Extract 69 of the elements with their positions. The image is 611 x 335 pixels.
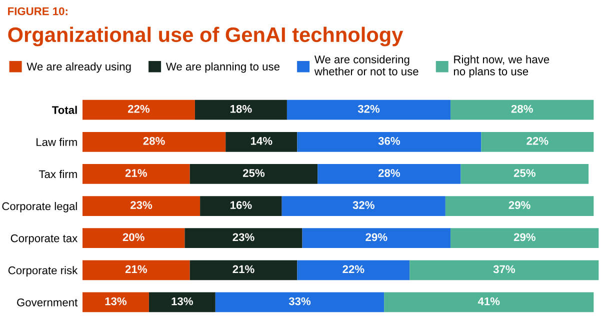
bar <box>82 100 195 120</box>
data-label: 36% <box>378 137 400 145</box>
legend-label: We are considering whether or not to use <box>314 55 418 76</box>
bar <box>450 100 594 120</box>
data-label: 25% <box>514 169 536 177</box>
bar <box>460 164 589 184</box>
data-label: 23% <box>232 233 254 242</box>
y-tick-label: Law firm <box>36 138 77 146</box>
data-label: 22% <box>342 265 364 274</box>
legend-label: We are planning to use <box>166 62 280 73</box>
y-tick-label: Corporate legal <box>2 202 77 212</box>
bar <box>282 196 446 216</box>
data-label: 41% <box>478 297 500 306</box>
bar <box>410 260 599 280</box>
data-label: 13% <box>172 297 193 306</box>
bar <box>148 292 216 312</box>
y-tick-label: Corporate risk <box>8 266 78 276</box>
bar <box>215 292 384 312</box>
data-label: 28% <box>143 137 165 145</box>
y-tick-label: Corporate tax <box>10 234 78 244</box>
chart-title: Organizational use of GenAI technology <box>8 26 404 46</box>
data-label: 21% <box>125 169 147 177</box>
bar <box>445 196 594 216</box>
caption: FIGURE 10: <box>8 7 68 16</box>
bar <box>190 164 318 184</box>
legend-label: Right now, we have no plans to use <box>454 55 550 78</box>
bar <box>82 132 226 152</box>
data-label: 29% <box>514 233 536 242</box>
bar <box>82 260 190 280</box>
data-label: 28% <box>511 104 533 113</box>
data-label: 16% <box>230 201 252 210</box>
bar <box>200 196 282 216</box>
data-label: 22% <box>128 104 150 113</box>
data-label: 29% <box>508 201 530 210</box>
bar <box>297 260 410 280</box>
data-label: 14% <box>250 137 272 145</box>
bar <box>194 100 287 120</box>
bar <box>82 196 200 216</box>
bar <box>184 228 302 248</box>
data-label: 32% <box>358 104 380 113</box>
bar <box>286 100 451 120</box>
bar <box>82 164 190 184</box>
bar <box>226 132 298 152</box>
bar <box>82 292 149 312</box>
data-label: 23% <box>130 201 152 210</box>
data-label: 33% <box>288 297 311 306</box>
y-tick-label: Tax firm <box>38 170 77 178</box>
bar <box>297 132 482 152</box>
bar <box>82 228 185 248</box>
bar <box>384 292 594 312</box>
data-label: 22% <box>526 137 548 145</box>
data-label: 37% <box>493 265 516 274</box>
bar <box>450 228 599 248</box>
legend-label: We are already using <box>26 62 131 73</box>
data-label: 21% <box>125 265 147 274</box>
bar <box>302 228 451 248</box>
y-tick-label: Government <box>17 298 78 306</box>
data-label: 13% <box>105 297 127 306</box>
bar <box>318 164 461 184</box>
data-label: 29% <box>366 233 388 242</box>
data-label: 32% <box>352 201 374 210</box>
data-label: 20% <box>122 233 144 242</box>
data-label: 25% <box>243 169 265 177</box>
data-label: 21% <box>232 265 254 274</box>
y-tick-label: Total <box>52 106 77 114</box>
bar <box>190 260 298 280</box>
data-label: 28% <box>378 169 400 177</box>
data-label: 18% <box>230 104 252 113</box>
bar <box>481 132 594 152</box>
